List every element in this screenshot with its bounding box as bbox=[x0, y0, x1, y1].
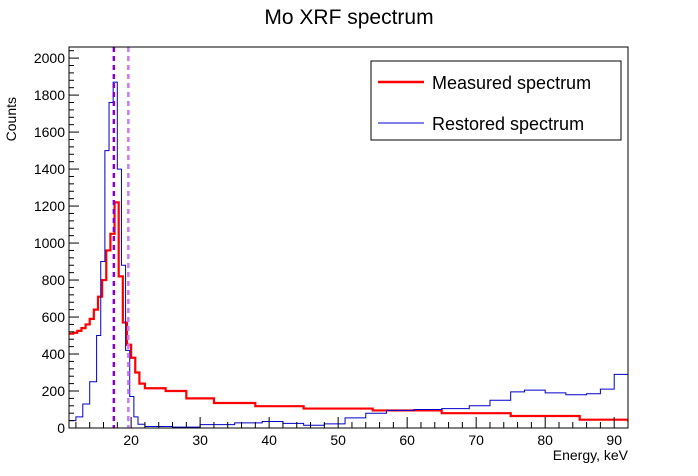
x-tick-label: 30 bbox=[192, 432, 208, 448]
y-tick-label: 0 bbox=[57, 420, 65, 436]
x-tick-label: 60 bbox=[399, 432, 415, 448]
legend-box bbox=[370, 60, 622, 141]
x-tick-label: 70 bbox=[468, 432, 484, 448]
series-line-measured bbox=[69, 201, 628, 422]
x-tick-label: 90 bbox=[606, 432, 622, 448]
y-tick-label: 800 bbox=[42, 272, 66, 288]
x-tick-label: 20 bbox=[123, 432, 139, 448]
y-tick-label: 1000 bbox=[34, 235, 65, 251]
y-tick-label: 1400 bbox=[34, 161, 65, 177]
legend: Measured spectrum Restored spectrum bbox=[370, 60, 622, 141]
plot-area bbox=[69, 47, 628, 428]
x-axis-label: Energy, keV bbox=[553, 447, 629, 463]
y-axis-label: Counts bbox=[3, 97, 19, 141]
x-tick-label: 40 bbox=[261, 432, 277, 448]
chart-title: Mo XRF spectrum bbox=[264, 6, 433, 29]
legend-label-restored: Restored spectrum bbox=[432, 114, 584, 134]
y-tick-label: 1800 bbox=[34, 87, 65, 103]
y-tick-label: 600 bbox=[42, 309, 66, 325]
y-tick-label: 1600 bbox=[34, 124, 65, 140]
y-tick-label: 1200 bbox=[34, 198, 65, 214]
x-tick-label: 50 bbox=[330, 432, 346, 448]
plot-frame bbox=[68, 46, 629, 429]
axes: 0 200 400 600 800 1000 1200 1400 1600 1800 2000 20 3… bbox=[34, 50, 629, 448]
y-tick-label: 400 bbox=[42, 346, 66, 362]
series-line-restored bbox=[69, 81, 628, 428]
y-tick-label: 2000 bbox=[34, 50, 65, 66]
x-tick-label: 80 bbox=[537, 432, 553, 448]
y-tick-label: 200 bbox=[42, 383, 66, 399]
legend-label-measured: Measured spectrum bbox=[432, 73, 591, 93]
